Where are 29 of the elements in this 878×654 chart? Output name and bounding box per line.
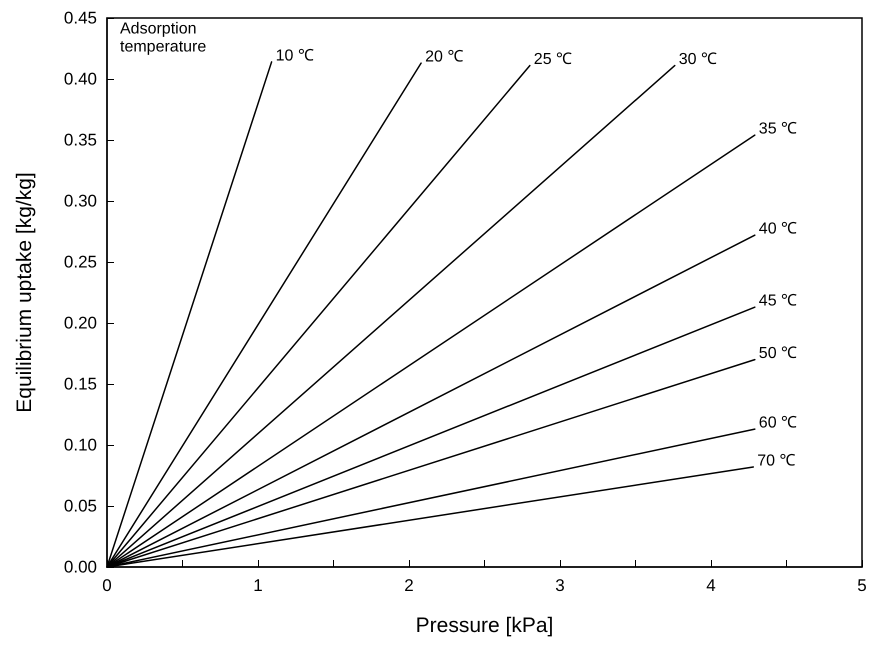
- series-label: 10 ℃: [276, 47, 314, 64]
- x-tick-label: 4: [706, 576, 716, 595]
- x-tick-label: 3: [555, 576, 565, 595]
- x-tick-label: 5: [857, 576, 867, 595]
- x-tick-label: 2: [404, 576, 414, 595]
- x-tick-label: 0: [102, 576, 112, 595]
- y-tick-label: 0.35: [64, 130, 97, 150]
- series-label: 25 ℃: [534, 51, 572, 68]
- y-tick-label: 0.25: [64, 252, 97, 272]
- y-tick-label: 0.45: [64, 8, 97, 28]
- series-label: 35 ℃: [758, 120, 798, 138]
- y-tick-label: 0.05: [64, 496, 97, 516]
- y-tick-label: 0.20: [64, 314, 97, 332]
- x-tick-label: 1: [253, 576, 263, 595]
- x-axis-title: Pressure [kPa]: [416, 614, 554, 637]
- series-label: 45 ℃: [758, 292, 798, 310]
- series-label: 70 ℃: [757, 452, 796, 470]
- y-tick-label: 0.15: [64, 374, 97, 394]
- y-tick-label: 0.30: [64, 192, 97, 210]
- series-label: 60 ℃: [758, 414, 798, 432]
- y-tick-label: 0.10: [64, 436, 97, 454]
- series-label: 50 ℃: [758, 345, 798, 362]
- series-label: 40 ℃: [758, 220, 798, 238]
- y-tick-label: 0.40: [64, 70, 97, 88]
- series-label: 20 ℃: [425, 48, 464, 66]
- y-axis-title: Equilibrium uptake [kg/kg]: [13, 172, 36, 413]
- y-tick-label: 0.00: [64, 558, 97, 576]
- annotation: Adsorption temperature: [120, 20, 206, 56]
- series-label: 30 ℃: [678, 51, 718, 68]
